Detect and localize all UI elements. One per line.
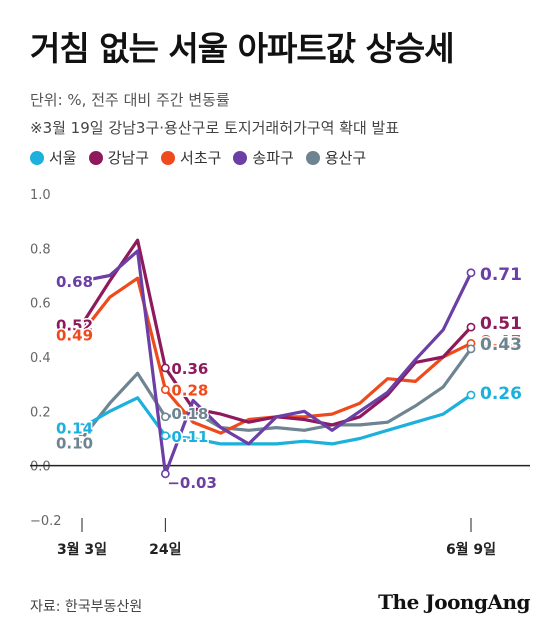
data-point-marker — [160, 385, 170, 394]
legend-item-songpa: 송파구 — [233, 147, 294, 168]
data-point-marker — [160, 363, 170, 373]
legend-label: 서울 — [49, 149, 77, 167]
chart-title: 거침 없는 서울 아파트값 상승세 — [30, 29, 455, 68]
data-point-marker — [77, 328, 87, 337]
data-label: 0.10 — [56, 435, 93, 453]
legend-swatch — [88, 150, 103, 165]
data-point-marker — [77, 319, 87, 329]
data-label: 0.71 — [480, 265, 522, 285]
legend-label: 서초구 — [180, 149, 222, 167]
legend-swatch — [233, 150, 248, 165]
x-tick-label: 3월 3일 — [57, 541, 107, 558]
event-note: ※3월 19일 강남3구·용산구로 토지거래허가구역 확대 발표 — [30, 119, 400, 137]
legend-label: 송파구 — [252, 149, 294, 167]
data-point-marker — [160, 431, 170, 441]
data-label: 0.18 — [171, 405, 208, 423]
data-point-marker — [77, 276, 87, 286]
data-label: 0.14 — [56, 420, 93, 438]
y-tick-label: 0.4 — [30, 351, 51, 366]
y-tick-label: 0.6 — [30, 297, 51, 312]
legend-swatch — [305, 150, 320, 165]
data-point-marker — [77, 434, 87, 443]
legend-label: 용산구 — [324, 149, 367, 167]
line-chart: 1.0 0.8 0.6 0.4 0.2 0.0 −0.2 3월 3일 24일 6월 9일 0.68 0… — [30, 188, 530, 558]
data-label: −0.03 — [167, 474, 217, 492]
data-point-marker — [466, 390, 476, 400]
data-label: 0.68 — [56, 273, 93, 291]
legend: 서울 강남구 서초구 송파구 용산구 — [30, 147, 366, 168]
y-tick-label: 0.0 — [30, 460, 51, 475]
data-label: 0.51 — [480, 314, 522, 334]
data-point-marker — [466, 344, 476, 354]
y-tick-label: 0.8 — [30, 242, 51, 257]
data-label: 0.49 — [56, 327, 93, 345]
data-point-marker — [160, 412, 170, 422]
data-label: 0.43 — [480, 335, 522, 355]
data-label: 0.45 — [480, 332, 522, 352]
legend-item-yongsan: 용산구 — [305, 147, 367, 168]
legend-label: 강남구 — [107, 149, 150, 167]
y-tick-label: 1.0 — [30, 188, 51, 203]
unit-note: 단위: %, 전주 대비 주간 변동률 — [30, 91, 230, 109]
data-label: 0.26 — [480, 384, 522, 404]
data-label: 0.52 — [56, 316, 93, 334]
brand-logo: The JoongAng — [378, 590, 530, 614]
legend-swatch — [161, 150, 176, 165]
data-label: 0.28 — [171, 382, 208, 400]
source-note: 자료: 한국부동산원 — [30, 599, 143, 615]
y-tick-label: −0.2 — [30, 514, 62, 529]
x-tick-label: 6월 9일 — [446, 541, 496, 558]
data-point-marker — [466, 268, 476, 278]
series-line-2 — [80, 276, 473, 435]
series-line-0 — [80, 393, 473, 446]
x-tick-label: 24일 — [149, 542, 181, 558]
data-label: 0.36 — [171, 360, 208, 378]
legend-swatch — [30, 150, 44, 165]
data-label: 0.11 — [171, 428, 208, 446]
legend-item-gangnam: 강남구 — [88, 147, 150, 168]
series-line-3 — [80, 249, 473, 476]
data-point-marker — [466, 322, 476, 332]
y-tick-label: 0.2 — [30, 405, 51, 420]
legend-item-seoul: 서울 — [30, 147, 77, 168]
data-point-marker — [160, 469, 170, 479]
data-point-marker — [77, 423, 87, 433]
series-line-4 — [80, 347, 473, 441]
legend-item-seocho: 서초구 — [161, 147, 221, 168]
